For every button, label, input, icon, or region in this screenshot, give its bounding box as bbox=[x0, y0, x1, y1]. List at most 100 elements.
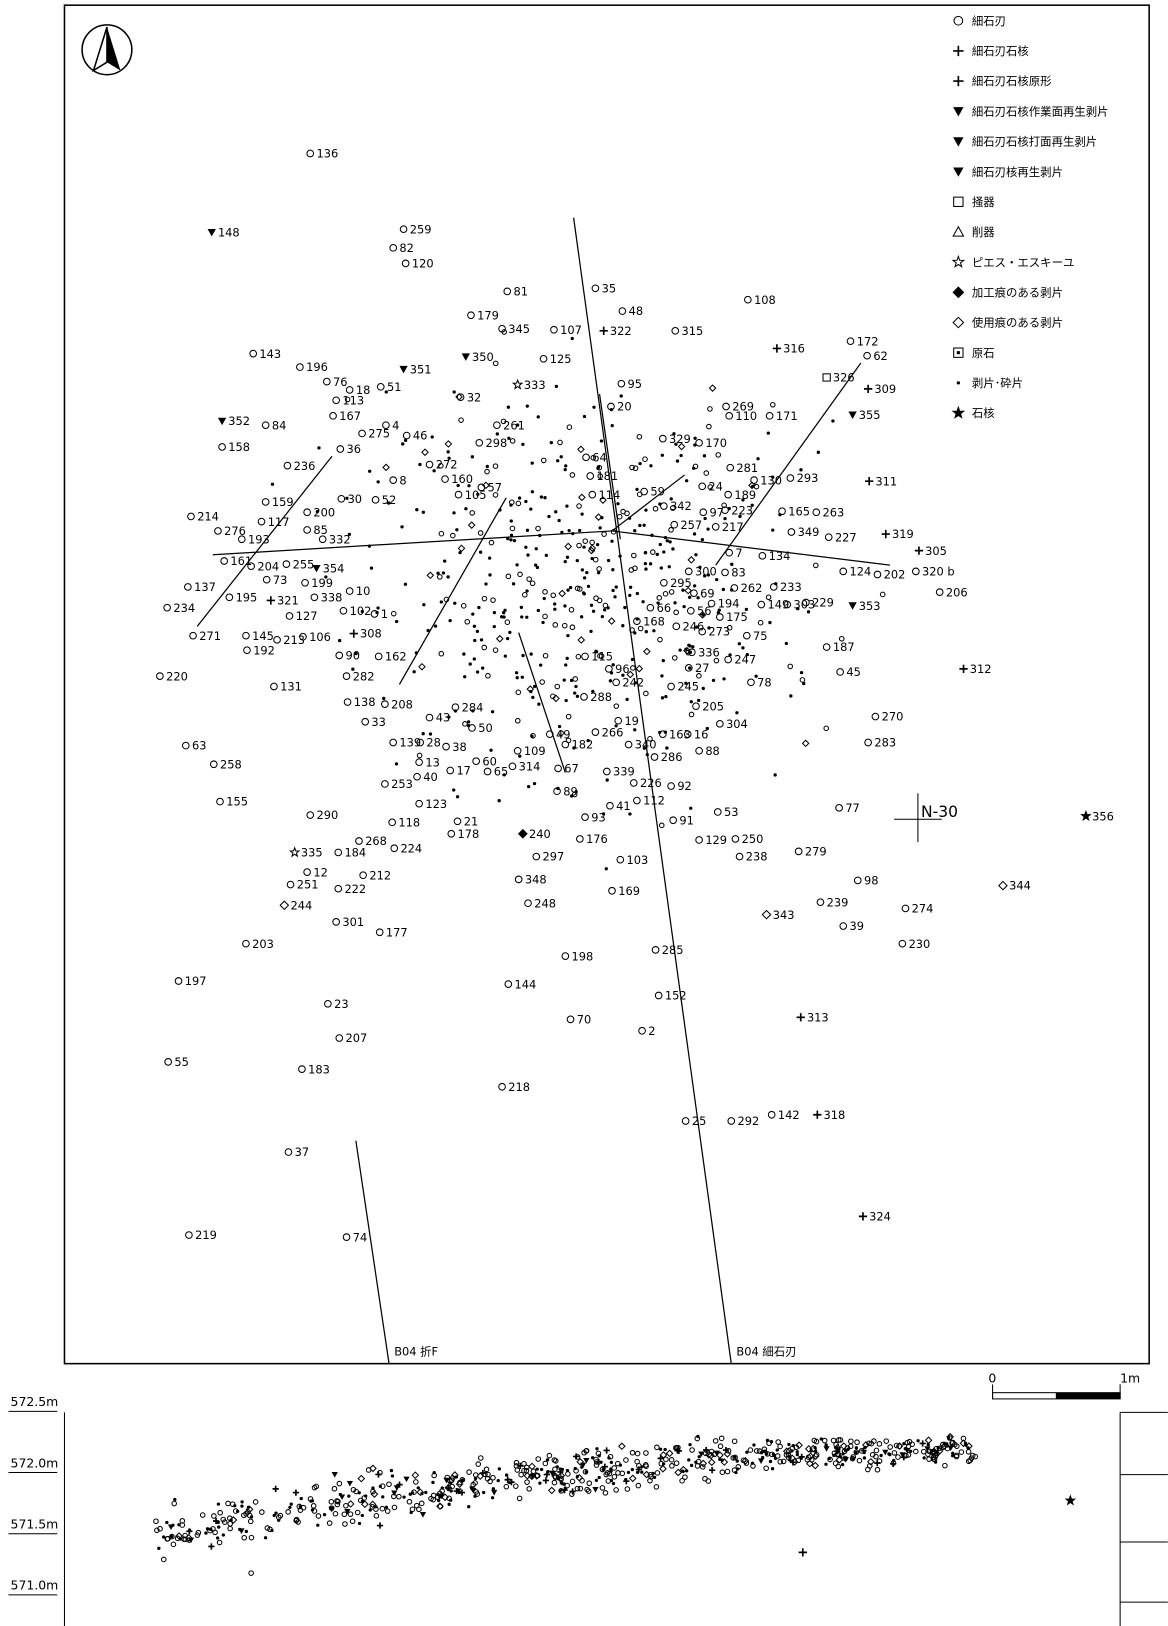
symbol bbox=[969, 1452, 976, 1459]
symbol bbox=[640, 1470, 644, 1474]
symbol bbox=[611, 568, 615, 572]
symbol bbox=[590, 454, 597, 461]
symbol bbox=[447, 715, 451, 719]
symbol bbox=[252, 1499, 259, 1505]
symbol bbox=[771, 528, 775, 532]
symbol bbox=[346, 1480, 353, 1487]
symbol bbox=[561, 952, 570, 960]
symbol bbox=[181, 1536, 187, 1542]
point-label: 332 bbox=[329, 532, 351, 546]
symbol bbox=[682, 1474, 688, 1480]
symbol bbox=[360, 609, 364, 614]
symbol bbox=[618, 307, 627, 315]
symbol bbox=[539, 1467, 544, 1472]
symbol bbox=[564, 663, 568, 667]
symbol bbox=[554, 384, 559, 389]
symbol bbox=[396, 1481, 403, 1488]
symbol bbox=[604, 1470, 611, 1476]
symbol bbox=[443, 596, 450, 603]
symbol bbox=[492, 492, 499, 498]
symbol bbox=[614, 585, 618, 589]
symbol bbox=[954, 1443, 960, 1449]
symbol bbox=[632, 465, 639, 472]
symbol bbox=[241, 1512, 247, 1519]
symbol bbox=[566, 1015, 575, 1024]
symbol bbox=[391, 1504, 398, 1511]
elevation-label: 572.0m bbox=[11, 1455, 59, 1470]
symbol bbox=[384, 1508, 391, 1514]
symbol bbox=[711, 522, 720, 531]
symbol bbox=[692, 584, 697, 588]
symbol bbox=[590, 556, 594, 561]
symbol bbox=[702, 574, 707, 578]
symbol bbox=[669, 1463, 675, 1469]
symbol bbox=[782, 1447, 791, 1456]
symbol bbox=[802, 598, 810, 607]
symbol bbox=[449, 1489, 453, 1493]
symbol bbox=[772, 1454, 777, 1458]
symbol bbox=[557, 1471, 566, 1480]
profile-points bbox=[153, 1432, 1077, 1576]
symbol bbox=[707, 406, 713, 412]
symbol bbox=[229, 1516, 238, 1524]
point-label: 212 bbox=[369, 868, 391, 882]
symbol bbox=[725, 548, 734, 557]
symbol bbox=[415, 799, 423, 808]
symbol bbox=[769, 583, 778, 591]
symbol bbox=[613, 595, 617, 599]
symbol bbox=[515, 676, 519, 680]
symbol bbox=[179, 1518, 186, 1524]
symbol bbox=[573, 691, 577, 695]
symbol bbox=[644, 567, 648, 571]
point-label: 163 bbox=[669, 727, 691, 741]
symbol bbox=[732, 1454, 738, 1461]
symbol bbox=[552, 694, 560, 703]
point-label: 57 bbox=[488, 481, 503, 495]
symbol bbox=[871, 712, 880, 721]
symbol bbox=[747, 1447, 754, 1453]
symbol bbox=[449, 1475, 456, 1481]
symbol bbox=[249, 349, 258, 358]
symbol bbox=[652, 629, 656, 633]
symbol bbox=[518, 1471, 524, 1478]
north-arrow bbox=[81, 24, 133, 76]
symbol bbox=[668, 589, 675, 595]
symbol bbox=[581, 813, 589, 821]
symbol bbox=[502, 773, 506, 777]
symbol bbox=[285, 1509, 291, 1515]
symbol bbox=[467, 484, 471, 488]
symbol bbox=[554, 764, 562, 773]
symbol bbox=[418, 662, 426, 671]
symbol bbox=[229, 1501, 236, 1507]
symbol bbox=[621, 624, 625, 628]
symbol bbox=[699, 1459, 708, 1468]
point-label: 303 bbox=[793, 598, 815, 612]
symbol bbox=[659, 1464, 667, 1473]
symbol bbox=[858, 1212, 868, 1221]
symbol bbox=[481, 644, 488, 651]
symbol bbox=[831, 419, 835, 423]
symbol bbox=[357, 1497, 364, 1504]
symbol bbox=[698, 611, 707, 619]
point-label: 354 bbox=[323, 561, 345, 575]
symbol bbox=[565, 504, 569, 508]
symbol bbox=[169, 1534, 174, 1539]
symbol bbox=[296, 1503, 303, 1510]
symbol bbox=[798, 1548, 807, 1557]
symbol bbox=[914, 546, 924, 555]
symbol bbox=[444, 440, 453, 448]
symbol bbox=[563, 604, 567, 608]
symbol bbox=[411, 1471, 420, 1480]
symbol bbox=[589, 603, 594, 607]
symbol bbox=[473, 1494, 477, 1498]
symbol bbox=[901, 904, 910, 913]
symbol bbox=[263, 1536, 268, 1540]
symbol bbox=[157, 1546, 161, 1551]
symbol bbox=[332, 918, 340, 926]
symbol bbox=[173, 1497, 177, 1502]
symbol bbox=[441, 475, 449, 483]
symbol bbox=[410, 1491, 415, 1495]
symbol bbox=[601, 812, 606, 816]
symbol bbox=[624, 510, 630, 517]
symbol bbox=[701, 613, 705, 617]
